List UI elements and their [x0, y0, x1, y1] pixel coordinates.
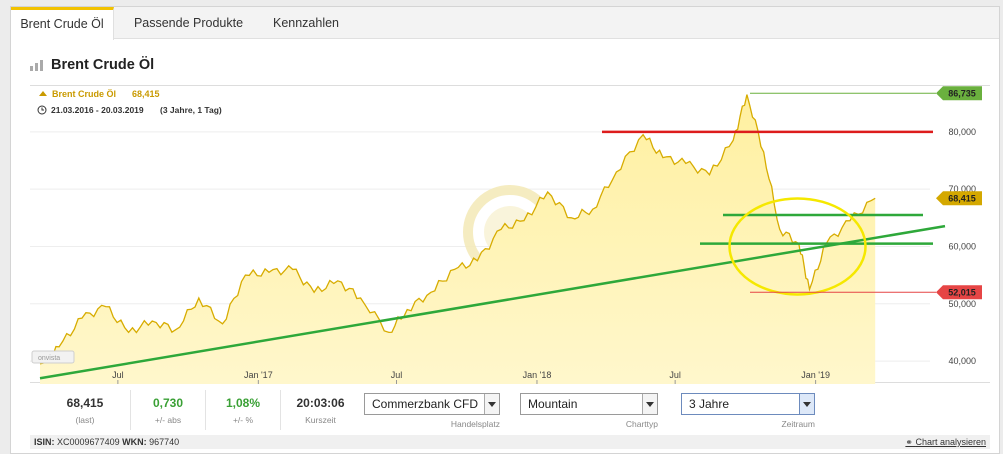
- chart-analysieren-link[interactable]: ⚭ Chart analysieren: [905, 435, 986, 449]
- highlight-ellipse: [728, 197, 867, 296]
- stat-last-value: 68,415: [66, 396, 104, 410]
- tab-bar: Brent Crude Öl Passende Produkte Kennzah…: [11, 7, 999, 40]
- stat-last: 68,415 (last): [50, 396, 120, 425]
- x-tick-label: Jan '17: [244, 370, 273, 380]
- charttyp-value: Mountain: [528, 397, 578, 411]
- chevron-down-icon[interactable]: [799, 394, 814, 414]
- price-marker-badge: [936, 86, 982, 101]
- stat-abs-value: 0,730: [152, 396, 184, 410]
- onvista-logo-small: onvista: [31, 350, 75, 364]
- y-tick-label: 40,000: [948, 356, 976, 366]
- clock-icon: [37, 105, 47, 115]
- chart-range-note: (3 Jahre, 1 Tag): [160, 105, 222, 115]
- tab-passende-produkte[interactable]: Passende Produkte: [133, 16, 244, 30]
- y-tick-label: 50,000: [948, 299, 976, 309]
- chart-controls: 68,415 (last) 0,730 +/- abs 1,08% +/- % …: [30, 386, 990, 434]
- stat-abs: 0,730 +/- abs: [138, 396, 198, 425]
- y-tick-label: 70,000: [948, 184, 976, 194]
- stat-pct-value: 1,08%: [225, 396, 261, 410]
- title-row: Brent Crude Öl: [30, 55, 154, 75]
- stat-pct-label: +/- %: [232, 415, 254, 425]
- x-tick-label: Jul: [669, 370, 681, 380]
- link-icon: ⚭: [905, 437, 916, 447]
- isin-label: ISIN:: [34, 437, 55, 447]
- price-area: [40, 94, 876, 384]
- price-marker-label: 52,015: [948, 288, 976, 298]
- stat-abs-label: +/- abs: [154, 415, 182, 425]
- price-marker-badge: [936, 285, 982, 300]
- chart-analysieren-label: Chart analysieren: [915, 437, 986, 447]
- zeitraum-value: 3 Jahre: [689, 397, 730, 411]
- y-tick-label: 80,000: [948, 127, 976, 137]
- x-tick-label: Jul: [112, 370, 124, 380]
- price-chart[interactable]: 40,000 50,000 60,000 70,000 80,000 Jul Jan '17…: [30, 85, 990, 384]
- x-tick-label: Jul: [391, 370, 403, 380]
- chart-widget: Brent Crude Öl Passende Produkte Kennzah…: [10, 6, 1000, 454]
- tab-kennzahlen[interactable]: Kennzahlen: [272, 16, 340, 30]
- x-tick-label: Jan '19: [801, 370, 830, 380]
- charttyp-label: Charttyp: [625, 419, 658, 429]
- stat-time-value: 20:03:06: [296, 396, 345, 410]
- stat-pct: 1,08% +/- %: [213, 396, 273, 425]
- zeitraum-select[interactable]: 3 Jahre: [681, 393, 815, 415]
- wkn-label: WKN:: [122, 437, 147, 447]
- bar-chart-icon: [30, 59, 45, 71]
- price-marker-label: 68,415: [948, 194, 976, 204]
- price-marker-badge: [936, 191, 982, 206]
- trendline: [39, 224, 946, 380]
- watermark-text: onvista: [38, 355, 60, 362]
- isin-row: ISIN: XC0009677409 WKN: 967740 ⚭ Chart a…: [30, 435, 990, 449]
- chevron-down-icon[interactable]: [484, 394, 499, 414]
- chevron-down-icon[interactable]: [642, 394, 657, 414]
- x-tick-label: Jan '18: [523, 370, 552, 380]
- y-tick-label: 60,000: [948, 241, 976, 251]
- page-title: Brent Crude Öl: [51, 57, 155, 73]
- stat-last-label: (last): [75, 415, 95, 425]
- mountain-icon: [39, 91, 47, 96]
- handelsplatz-value: Commerzbank CFD: [372, 397, 479, 411]
- tab-brent-crude[interactable]: Brent Crude Öl: [11, 7, 114, 40]
- stat-time: 20:03:06 Kurszeit: [288, 396, 353, 425]
- price-marker-label: 86,735: [948, 89, 976, 99]
- handelsplatz-select[interactable]: Commerzbank CFD: [364, 393, 500, 415]
- zeitraum-label: Zeitraum: [781, 419, 815, 429]
- wkn-value: 967740: [149, 437, 180, 447]
- charttyp-select[interactable]: Mountain: [520, 393, 658, 415]
- handelsplatz-label: Handelsplatz: [450, 419, 500, 429]
- chart-last-value: 68,415: [132, 89, 160, 99]
- chart-header: Brent Crude Öl 68,415 21.03.2016 - 20.03…: [37, 89, 222, 115]
- chart-svg: 40,000 50,000 60,000 70,000 80,000 Jul Jan '17…: [30, 86, 982, 384]
- chart-date-range: 21.03.2016 - 20.03.2019: [51, 105, 144, 115]
- chart-instrument: Brent Crude Öl: [52, 89, 116, 99]
- stat-time-label: Kurszeit: [305, 415, 336, 425]
- isin-value: XC0009677409: [57, 437, 120, 447]
